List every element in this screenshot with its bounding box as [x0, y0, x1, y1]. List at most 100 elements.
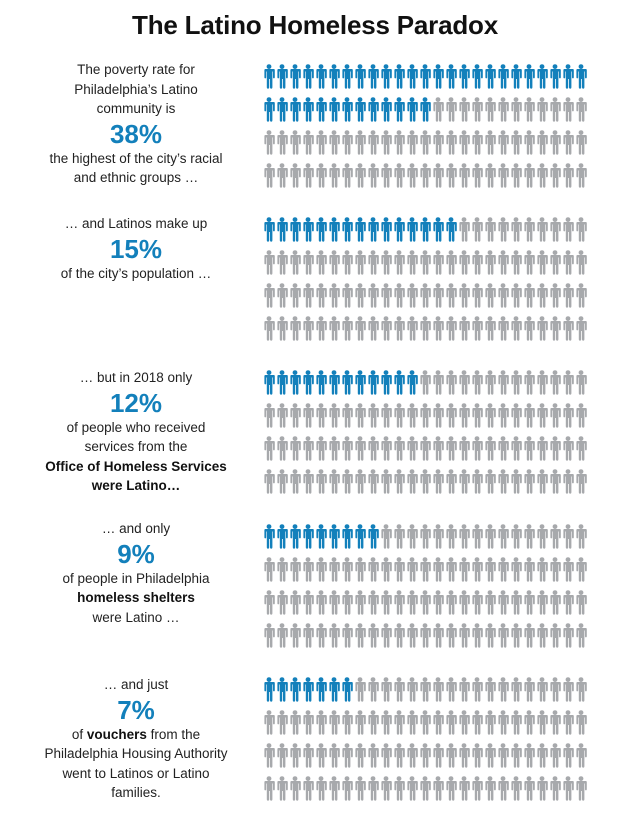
person-icon	[498, 776, 509, 801]
person-icon-highlighted	[290, 677, 301, 702]
person-icon	[485, 163, 496, 188]
person-icon	[420, 677, 431, 702]
person-icon	[433, 623, 444, 648]
person-icon	[459, 250, 470, 275]
person-icon	[446, 776, 457, 801]
person-icon	[368, 557, 379, 582]
person-icon	[303, 436, 314, 461]
person-icon	[329, 743, 340, 768]
section-1-intro-line-2: Philadelphia’s Latino	[74, 81, 198, 97]
person-icon	[524, 316, 535, 341]
section-1-text: The poverty rate for Philadelphia’s Lati…	[20, 60, 252, 188]
person-icon	[277, 776, 288, 801]
person-icon	[524, 217, 535, 242]
person-icon	[537, 217, 548, 242]
person-icon	[550, 316, 561, 341]
person-icon	[498, 557, 509, 582]
person-icon	[342, 743, 353, 768]
section-5-inline-suffix: from the	[146, 726, 201, 742]
person-icon	[485, 97, 496, 122]
person-icon	[420, 370, 431, 395]
person-icon-highlighted	[316, 524, 327, 549]
person-icon-highlighted	[355, 64, 366, 89]
person-icon	[485, 743, 496, 768]
person-icon-highlighted	[420, 97, 431, 122]
person-icon	[368, 250, 379, 275]
person-icon	[576, 130, 587, 155]
person-icon	[459, 590, 470, 615]
person-icon	[459, 316, 470, 341]
person-icon	[511, 524, 522, 549]
person-icon	[446, 97, 457, 122]
person-icon	[264, 710, 275, 735]
person-icon	[472, 557, 483, 582]
person-icon	[303, 743, 314, 768]
person-icon-highlighted	[342, 217, 353, 242]
person-icon-highlighted	[420, 64, 431, 89]
person-icon-highlighted	[329, 217, 340, 242]
person-icon	[368, 403, 379, 428]
person-icon-highlighted	[277, 97, 288, 122]
person-icon	[407, 623, 418, 648]
person-icon	[498, 623, 509, 648]
person-icon	[433, 283, 444, 308]
person-icon	[459, 524, 470, 549]
person-icon	[563, 316, 574, 341]
person-icon	[524, 623, 535, 648]
section-4-intro-line-1: … and only	[101, 521, 171, 536]
section-4-pictograph	[264, 524, 587, 648]
person-icon-highlighted	[446, 217, 457, 242]
person-icon	[394, 623, 405, 648]
person-icon	[576, 623, 587, 648]
section-5-outro-line-3: families.	[111, 785, 161, 800]
person-icon	[368, 677, 379, 702]
person-icon	[550, 469, 561, 494]
person-icon	[342, 403, 353, 428]
person-icon	[511, 283, 522, 308]
person-icon	[563, 623, 574, 648]
person-icon	[550, 130, 561, 155]
person-icon	[407, 283, 418, 308]
person-icon	[511, 776, 522, 801]
person-icon	[381, 130, 392, 155]
person-icon	[563, 130, 574, 155]
person-icon-highlighted	[355, 370, 366, 395]
person-icon	[524, 163, 535, 188]
person-icon	[498, 217, 509, 242]
person-icon	[264, 163, 275, 188]
section-5-outro-line-2: went to Latinos or Latino	[62, 765, 210, 781]
person-icon	[290, 130, 301, 155]
person-icon	[264, 436, 275, 461]
person-icon	[576, 677, 587, 702]
person-icon	[472, 469, 483, 494]
person-icon	[303, 316, 314, 341]
person-icon	[407, 677, 418, 702]
person-icon	[576, 370, 587, 395]
person-icon	[472, 316, 483, 341]
person-icon	[407, 250, 418, 275]
section-2-outro-line-1: of the city’s population …	[60, 265, 212, 281]
person-icon	[511, 97, 522, 122]
person-icon	[550, 776, 561, 801]
person-icon	[277, 623, 288, 648]
person-icon	[329, 130, 340, 155]
person-icon	[472, 436, 483, 461]
person-icon	[420, 403, 431, 428]
person-icon	[290, 743, 301, 768]
person-icon	[537, 743, 548, 768]
person-icon-highlighted	[290, 524, 301, 549]
person-icon	[303, 710, 314, 735]
person-icon	[524, 370, 535, 395]
person-icon	[264, 743, 275, 768]
person-icon-highlighted	[368, 217, 379, 242]
person-icon	[550, 250, 561, 275]
person-icon	[459, 743, 470, 768]
person-icon	[459, 130, 470, 155]
person-icon	[563, 776, 574, 801]
person-icon	[485, 623, 496, 648]
person-icon	[264, 623, 275, 648]
person-icon	[537, 403, 548, 428]
person-icon-highlighted	[316, 64, 327, 89]
person-icon	[368, 590, 379, 615]
person-icon	[420, 130, 431, 155]
